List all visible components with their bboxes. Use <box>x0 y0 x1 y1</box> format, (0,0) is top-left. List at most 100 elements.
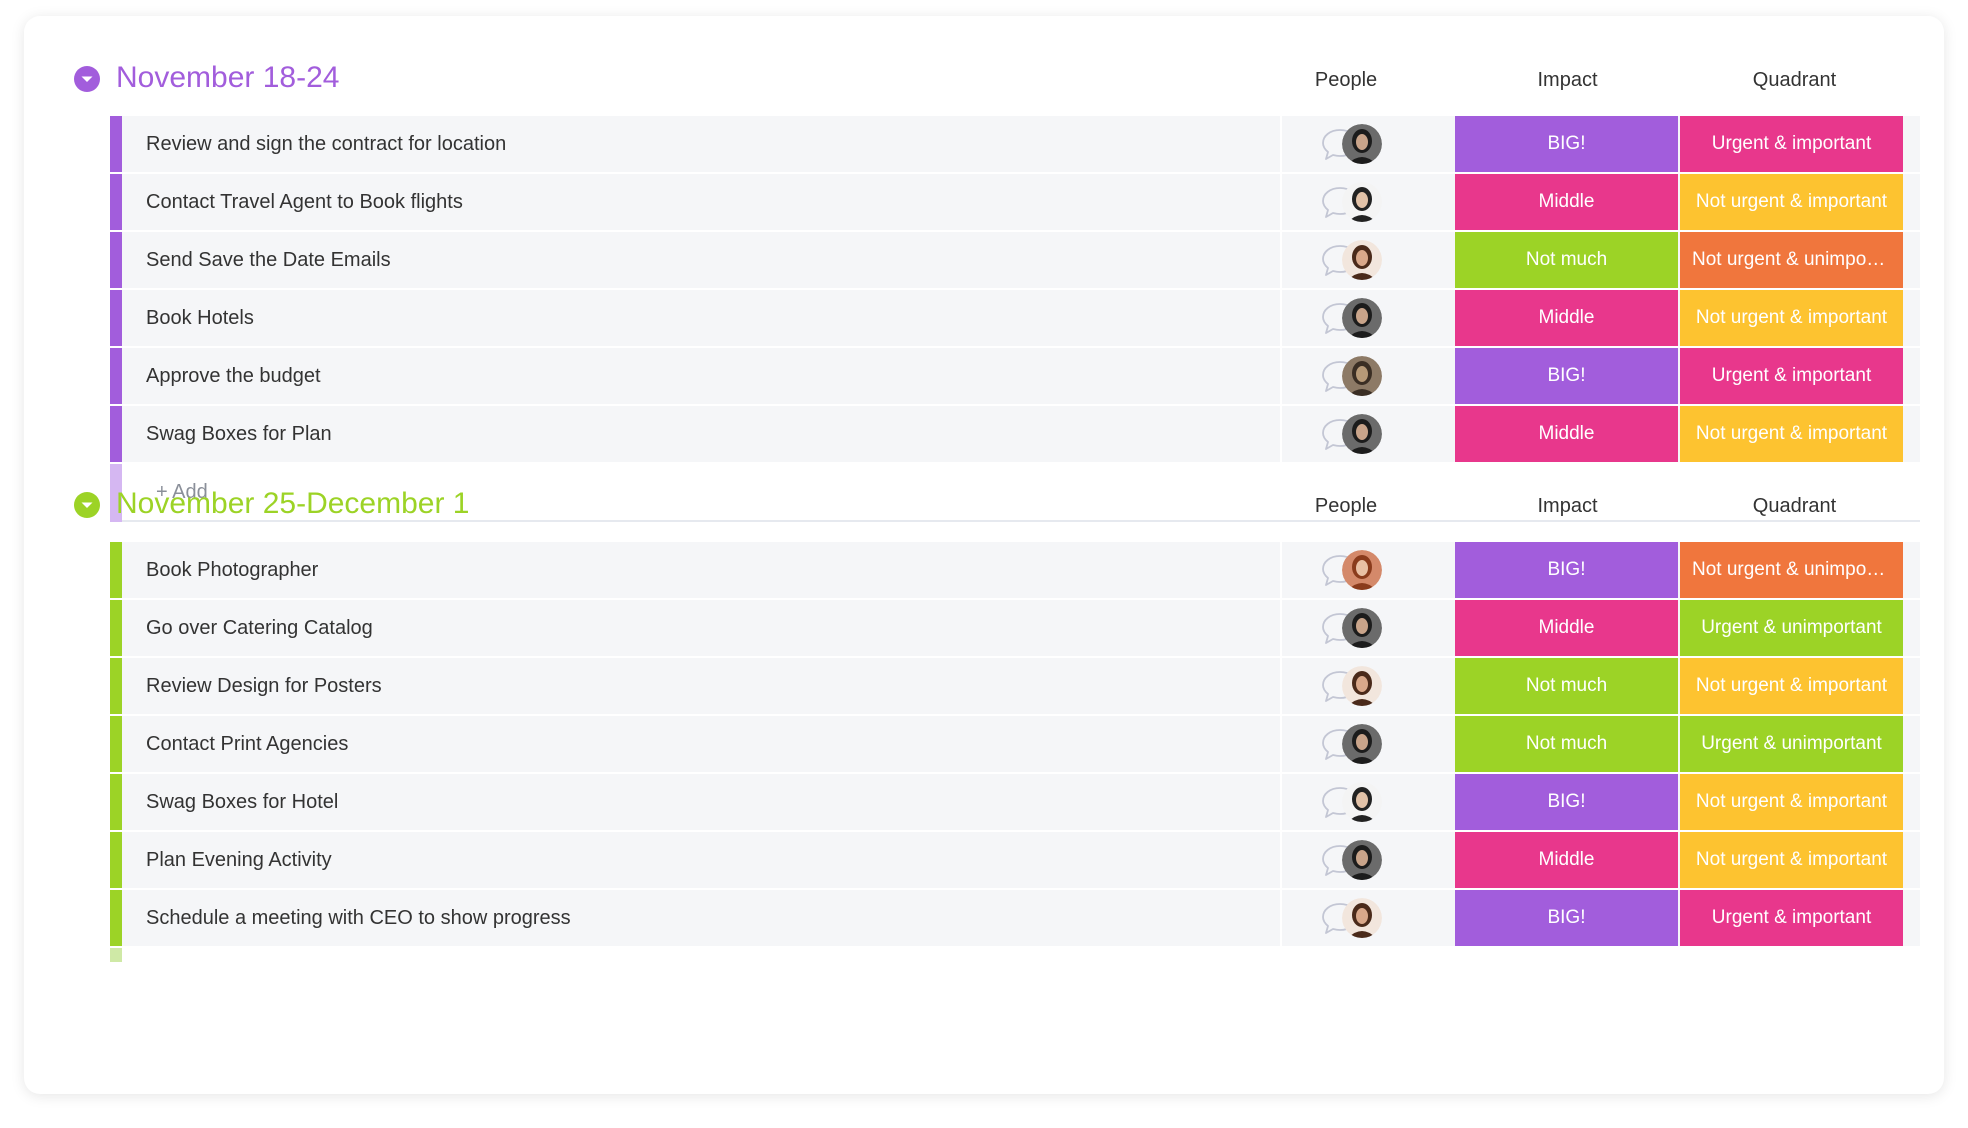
task-name[interactable]: Book Hotels <box>146 307 254 329</box>
table-row[interactable]: Plan Evening Activity Middle Not urgent & … <box>110 832 1920 888</box>
impact-status[interactable]: BIG! <box>1455 116 1678 172</box>
quadrant-status[interactable]: Not urgent & important <box>1680 658 1903 714</box>
table-row[interactable]: Swag Boxes for Hotel BIG! Not urgent & imp… <box>110 774 1920 830</box>
impact-status[interactable]: BIG! <box>1455 890 1678 946</box>
group-color-bar <box>110 348 122 404</box>
task-name[interactable]: Contact Travel Agent to Book flights <box>146 191 463 213</box>
add-item-button[interactable]: + Add <box>156 481 208 503</box>
impact-status[interactable]: Middle <box>1455 406 1678 462</box>
table-row[interactable]: Approve the budget BIG! Urgent & important <box>110 348 1920 404</box>
task-name[interactable]: Contact Print Agencies <box>146 733 349 755</box>
impact-status[interactable]: Not much <box>1455 658 1678 714</box>
column-header-quadrant[interactable]: Quadrant <box>1752 69 1837 91</box>
impact-status[interactable]: Middle <box>1455 600 1678 656</box>
avatar[interactable] <box>1342 782 1382 822</box>
avatar[interactable] <box>1342 550 1382 590</box>
table-row[interactable]: Swag Boxes for Plan Middle Not urgent & im… <box>110 406 1920 462</box>
people-cell[interactable] <box>1280 232 1446 288</box>
table-row[interactable]: Contact Travel Agent to Book flights Midd… <box>110 174 1920 230</box>
group-color-bar <box>110 832 122 888</box>
column-header-impact[interactable]: Impact <box>1537 495 1598 517</box>
impact-status[interactable]: BIG! <box>1455 774 1678 830</box>
task-name[interactable]: Go over Catering Catalog <box>146 617 373 639</box>
task-name[interactable]: Plan Evening Activity <box>146 849 332 871</box>
avatar[interactable] <box>1342 240 1382 280</box>
task-name[interactable]: Schedule a meeting with CEO to show prog… <box>146 907 571 929</box>
task-name[interactable]: Send Save the Date Emails <box>146 249 391 271</box>
quadrant-status[interactable]: Not urgent & unimportant <box>1680 542 1903 598</box>
table-row[interactable]: Review Design for Posters Not much Not urg… <box>110 658 1920 714</box>
quadrant-status[interactable]: Not urgent & important <box>1680 774 1903 830</box>
people-cell[interactable] <box>1280 774 1446 830</box>
avatar[interactable] <box>1342 666 1382 706</box>
quadrant-status[interactable]: Urgent & important <box>1680 116 1903 172</box>
impact-status[interactable]: Middle <box>1455 174 1678 230</box>
group-color-bar <box>110 948 122 962</box>
quadrant-status[interactable]: Not urgent & important <box>1680 406 1903 462</box>
collapse-toggle-icon[interactable] <box>74 492 100 518</box>
task-name[interactable]: Swag Boxes for Hotel <box>146 791 339 813</box>
quadrant-status[interactable]: Urgent & important <box>1680 348 1903 404</box>
people-cell[interactable] <box>1280 716 1446 772</box>
group-header: November 18-24 People Impact Quadrant <box>24 46 1944 112</box>
column-header-people[interactable]: People <box>1314 69 1378 91</box>
quadrant-status[interactable]: Not urgent & unimportant <box>1680 232 1903 288</box>
task-name[interactable]: Review Design for Posters <box>146 675 382 697</box>
impact-status[interactable]: Not much <box>1455 232 1678 288</box>
avatar[interactable] <box>1342 414 1382 454</box>
group-color-bar <box>110 290 122 346</box>
people-cell[interactable] <box>1280 174 1446 230</box>
quadrant-status[interactable]: Urgent & unimportant <box>1680 716 1903 772</box>
task-name[interactable]: Book Photographer <box>146 559 319 581</box>
collapse-toggle-icon[interactable] <box>74 66 100 92</box>
people-cell[interactable] <box>1280 658 1446 714</box>
people-cell[interactable] <box>1280 348 1446 404</box>
avatar[interactable] <box>1342 182 1382 222</box>
people-cell[interactable] <box>1280 290 1446 346</box>
task-name[interactable]: Approve the budget <box>146 365 321 387</box>
impact-status[interactable]: Middle <box>1455 290 1678 346</box>
task-name[interactable]: Swag Boxes for Plan <box>146 423 332 445</box>
quadrant-status[interactable]: Not urgent & important <box>1680 174 1903 230</box>
impact-status[interactable]: Not much <box>1455 716 1678 772</box>
impact-status[interactable]: Middle <box>1455 832 1678 888</box>
quadrant-status[interactable]: Not urgent & important <box>1680 832 1903 888</box>
avatar[interactable] <box>1342 724 1382 764</box>
avatar[interactable] <box>1342 124 1382 164</box>
group-color-bar <box>110 406 122 462</box>
quadrant-status[interactable]: Not urgent & important <box>1680 290 1903 346</box>
task-name[interactable]: Review and sign the contract for locatio… <box>146 133 507 155</box>
column-header-people[interactable]: People <box>1314 495 1378 517</box>
group-color-bar <box>110 716 122 772</box>
group-color-bar <box>110 774 122 830</box>
table-row[interactable]: Book Photographer BIG! Not urgent & unimpo… <box>110 542 1920 598</box>
people-cell[interactable] <box>1280 542 1446 598</box>
avatar[interactable] <box>1342 356 1382 396</box>
table-row[interactable]: Schedule a meeting with CEO to show prog… <box>110 890 1920 946</box>
table-row[interactable]: Send Save the Date Emails Not much Not urg… <box>110 232 1920 288</box>
impact-status[interactable]: BIG! <box>1455 348 1678 404</box>
table-row[interactable]: Contact Print Agencies Not much Urgent & u… <box>110 716 1920 772</box>
impact-status[interactable]: BIG! <box>1455 542 1678 598</box>
group-title[interactable]: November 25-December 1 <box>116 487 470 520</box>
avatar[interactable] <box>1342 608 1382 648</box>
people-cell[interactable] <box>1280 832 1446 888</box>
people-cell[interactable] <box>1280 406 1446 462</box>
quadrant-status[interactable]: Urgent & unimportant <box>1680 600 1903 656</box>
people-cell[interactable] <box>1280 116 1446 172</box>
add-item-row[interactable]: + Add <box>110 464 1920 522</box>
column-header-quadrant[interactable]: Quadrant <box>1752 495 1837 517</box>
table-row[interactable]: Book Hotels Middle Not urgent & important <box>110 290 1920 346</box>
avatar[interactable] <box>1342 298 1382 338</box>
column-header-impact[interactable]: Impact <box>1537 69 1598 91</box>
table-row[interactable]: Go over Catering Catalog Middle Urgent & u… <box>110 600 1920 656</box>
people-cell[interactable] <box>1280 890 1446 946</box>
group-title[interactable]: November 18-24 <box>116 61 340 94</box>
group-color-bar <box>110 464 122 522</box>
avatar[interactable] <box>1342 898 1382 938</box>
people-cell[interactable] <box>1280 600 1446 656</box>
group-color-bar <box>110 600 122 656</box>
avatar[interactable] <box>1342 840 1382 880</box>
quadrant-status[interactable]: Urgent & important <box>1680 890 1903 946</box>
table-row[interactable]: Review and sign the contract for locatio… <box>110 116 1920 172</box>
